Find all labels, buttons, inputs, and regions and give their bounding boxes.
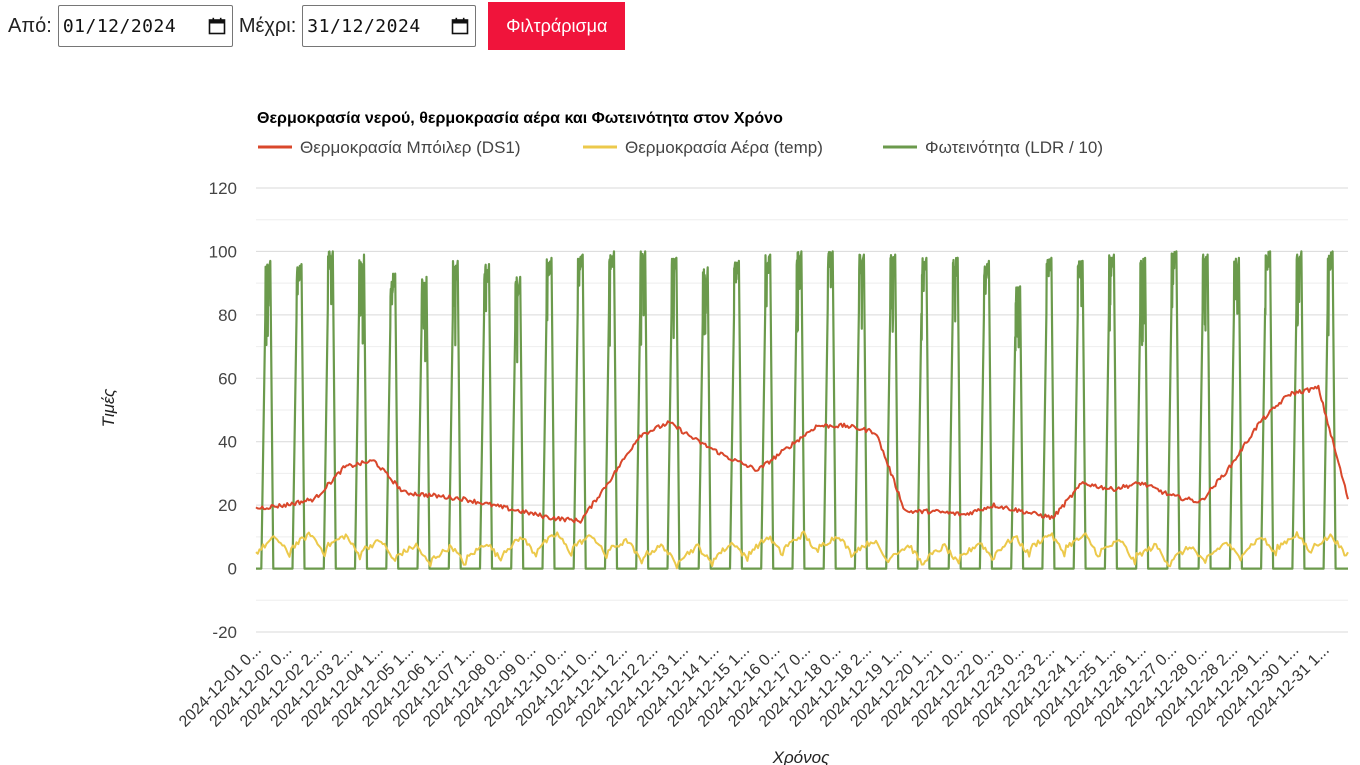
y-tick-label: -20 <box>212 623 237 642</box>
y-tick-label: 20 <box>218 496 237 515</box>
y-tick-label: 0 <box>228 560 237 579</box>
y-tick-label: 40 <box>218 433 237 452</box>
y-tick-label: 100 <box>209 242 237 261</box>
from-date-value: 01/12/2024 <box>62 15 177 37</box>
chart-title: Θερμοκρασία νερού, θερμοκρασία αέρα και … <box>257 110 783 127</box>
y-tick-label: 120 <box>209 179 237 198</box>
calendar-icon[interactable] <box>451 17 469 35</box>
series-line-light <box>256 250 1348 570</box>
calendar-icon[interactable] <box>208 17 226 35</box>
x-axis-label: Χρόνος <box>772 748 830 765</box>
series-line-air-temp <box>255 530 1349 570</box>
y-tick-label: 60 <box>218 369 237 388</box>
y-tick-label: 80 <box>218 306 237 325</box>
from-label: Από: <box>8 14 52 37</box>
to-date-input[interactable]: 31/12/2024 <box>302 5 477 47</box>
y-axis-label: Τιμές <box>99 388 118 427</box>
series-line-boiler-temp <box>255 384 1349 524</box>
to-label: Μέχρι: <box>238 14 297 37</box>
filter-button[interactable]: Φιλτράρισμα <box>488 2 626 50</box>
from-date-input[interactable]: 01/12/2024 <box>57 5 233 47</box>
legend-label: Θερμοκρασία Μπόιλερ (DS1) <box>300 138 521 157</box>
date-filter-bar: Από: 01/12/2024 Μέχρι: 31/12/2024 Φιλτρά… <box>8 2 626 50</box>
to-date-value: 31/12/2024 <box>307 15 421 37</box>
legend-label: Θερμοκρασία Αέρα (temp) <box>625 138 823 157</box>
legend-label: Φωτεινότητα (LDR / 10) <box>925 138 1103 157</box>
